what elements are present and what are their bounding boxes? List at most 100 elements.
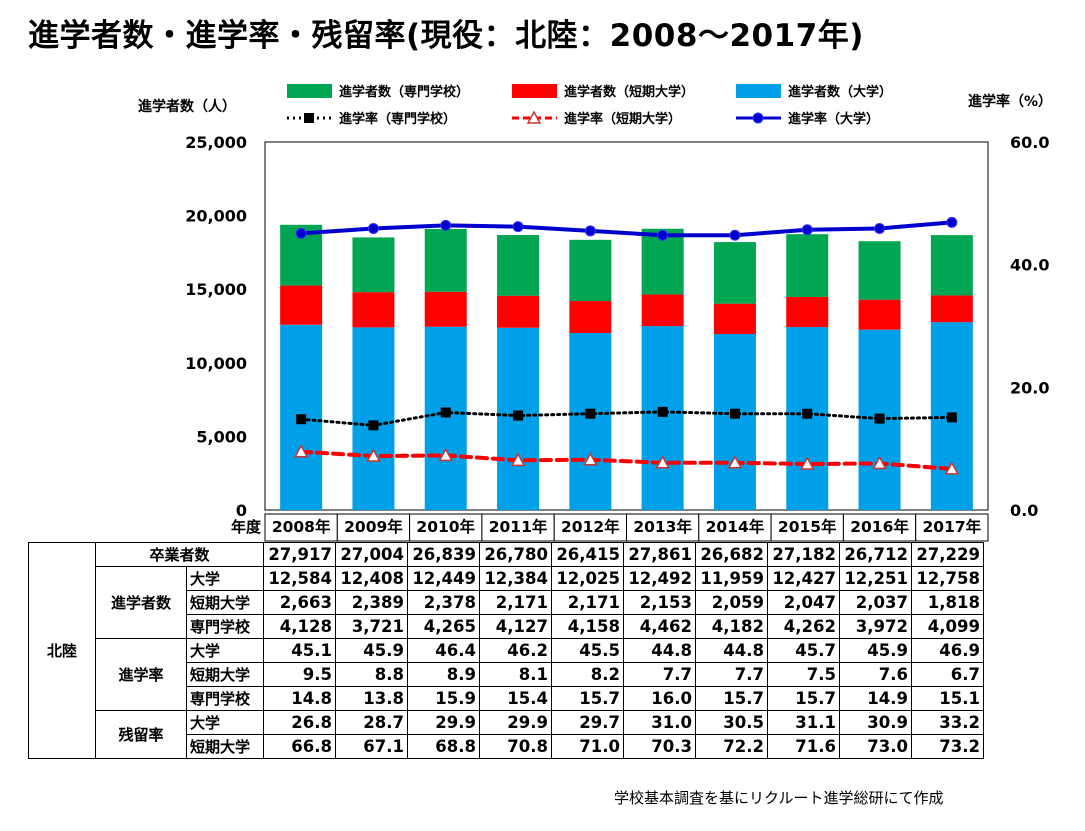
- table-cell: 4,158: [551, 614, 624, 639]
- legend-swatch: [287, 84, 332, 98]
- legend-label: 進学率（大学）: [788, 111, 879, 127]
- table-cell: 46.2: [479, 638, 552, 663]
- table-row: 短期大学 66.8 67.1 68.8 70.8 71.0 70.3 72.2 71.6 73.0…: [29, 734, 984, 759]
- right-tick-label: 40.0: [1010, 256, 1049, 275]
- table-cell: 4,182: [695, 614, 768, 639]
- line-marker: [946, 412, 957, 423]
- table-cell: 12,408: [335, 566, 408, 591]
- bar-segment: [930, 235, 973, 296]
- line-marker: [366, 448, 381, 462]
- x-tick-label: 2012年: [561, 517, 620, 536]
- table-cell: 8.9: [407, 662, 480, 687]
- legend-marker: [752, 112, 764, 124]
- table-cell: 27,004: [335, 542, 408, 567]
- table-cell: 12,025: [551, 566, 624, 591]
- line-marker: [802, 408, 813, 419]
- table-cell: 27,229: [911, 542, 984, 567]
- table-cell: 73.0: [839, 734, 912, 759]
- line-marker: [293, 444, 309, 458]
- table-cell: 15.1: [911, 686, 984, 711]
- line-marker: [513, 410, 524, 421]
- line-marker: [295, 227, 307, 239]
- line-series: [299, 220, 954, 238]
- bar-segment: [786, 296, 829, 328]
- table-cell: 26,712: [839, 542, 912, 567]
- line-marker: [655, 455, 670, 469]
- row-label: 専門学校: [186, 614, 264, 639]
- x-tick-cell: [481, 513, 555, 542]
- table-cell: 1,818: [911, 590, 984, 615]
- table-cell: 15.7: [695, 686, 768, 711]
- table-cell: 4,262: [767, 614, 840, 639]
- table-cell: 45.7: [767, 638, 840, 663]
- table-cell: 70.3: [623, 734, 696, 759]
- table-cell: 30.9: [839, 710, 912, 735]
- table-cell: 31.1: [767, 710, 840, 735]
- table-cell: 72.2: [695, 734, 768, 759]
- table-cell: 2,378: [407, 590, 480, 615]
- line-marker: [729, 408, 740, 419]
- table-cell: 12,758: [911, 566, 984, 591]
- table-cell: 2,171: [479, 590, 552, 615]
- line-marker: [801, 224, 813, 236]
- bar-segment: [280, 285, 323, 325]
- bar-segment: [641, 294, 684, 327]
- x-axis-label: 年度: [231, 518, 262, 536]
- table-cell: 4,462: [623, 614, 696, 639]
- table-cell: 26,780: [479, 542, 552, 567]
- table-cell: 15.4: [479, 686, 552, 711]
- line-marker: [944, 461, 960, 475]
- line-marker: [512, 221, 524, 233]
- line-marker: [583, 452, 598, 466]
- legend-label: 進学者数（大学）: [788, 84, 892, 100]
- table-cell: 8.8: [335, 662, 408, 687]
- table-cell: 46.4: [407, 638, 480, 663]
- right-tick-label: 0.0: [1010, 501, 1038, 520]
- line-marker: [874, 222, 886, 234]
- bar-segment: [424, 326, 467, 510]
- table-cell: 16.0: [623, 686, 696, 711]
- bar-segment: [569, 301, 612, 333]
- table-cell: 4,127: [479, 614, 552, 639]
- x-tick-label: 2017年: [923, 517, 982, 536]
- x-tick-cell: [626, 513, 700, 542]
- graduates-label: 卒業者数: [95, 542, 264, 567]
- table-cell: 2,389: [335, 590, 408, 615]
- bar-segment: [786, 234, 829, 297]
- line-marker: [729, 229, 741, 241]
- data-table: 北陸 卒業者数 27,917 27,004 26,839 26,780 26,415 27,8…: [28, 542, 984, 759]
- line-marker: [296, 414, 307, 425]
- table-cell: 7.6: [839, 662, 912, 687]
- table-cell: 9.5: [263, 662, 336, 687]
- table-cell: 46.9: [911, 638, 984, 663]
- row-label: 短期大学: [186, 734, 264, 759]
- x-tick-cell: [553, 513, 628, 542]
- left-tick-label: 5,000: [196, 427, 247, 446]
- table-cell: 12,492: [623, 566, 696, 591]
- bar-segment: [713, 333, 756, 510]
- x-tick-cell: [336, 513, 411, 542]
- table-cell: 44.8: [623, 638, 696, 663]
- left-tick-label: 0: [236, 501, 247, 520]
- chart-title: 進学者数・進学率・残留率(現役：北陸：2008～2017年): [28, 18, 864, 54]
- right-tick-label: 60.0: [1010, 133, 1049, 152]
- table-cell: 45.9: [335, 638, 408, 663]
- table-cell: 4,265: [407, 614, 480, 639]
- table-cell: 67.1: [335, 734, 408, 759]
- table-cell: 12,427: [767, 566, 840, 591]
- table-cell: 73.2: [911, 734, 984, 759]
- line-marker: [872, 455, 887, 470]
- left-tick-label: 15,000: [185, 280, 247, 299]
- table-cell: 2,059: [695, 590, 768, 615]
- table-row: 進学率 大学 45.1 45.9 46.4 46.2 45.5 44.8 44.8 45.7 45.…: [29, 638, 984, 711]
- table-cell: 27,917: [263, 542, 336, 567]
- line-marker: [874, 413, 885, 424]
- table-cell: 12,584: [263, 566, 336, 591]
- table-cell: 71.6: [767, 734, 840, 759]
- bar-segment: [641, 326, 684, 510]
- bar-segment: [352, 292, 395, 328]
- line-marker: [657, 229, 669, 241]
- x-tick-label: 2011年: [489, 517, 548, 536]
- x-tick-label: 2015年: [778, 517, 837, 536]
- line-series: [299, 449, 954, 471]
